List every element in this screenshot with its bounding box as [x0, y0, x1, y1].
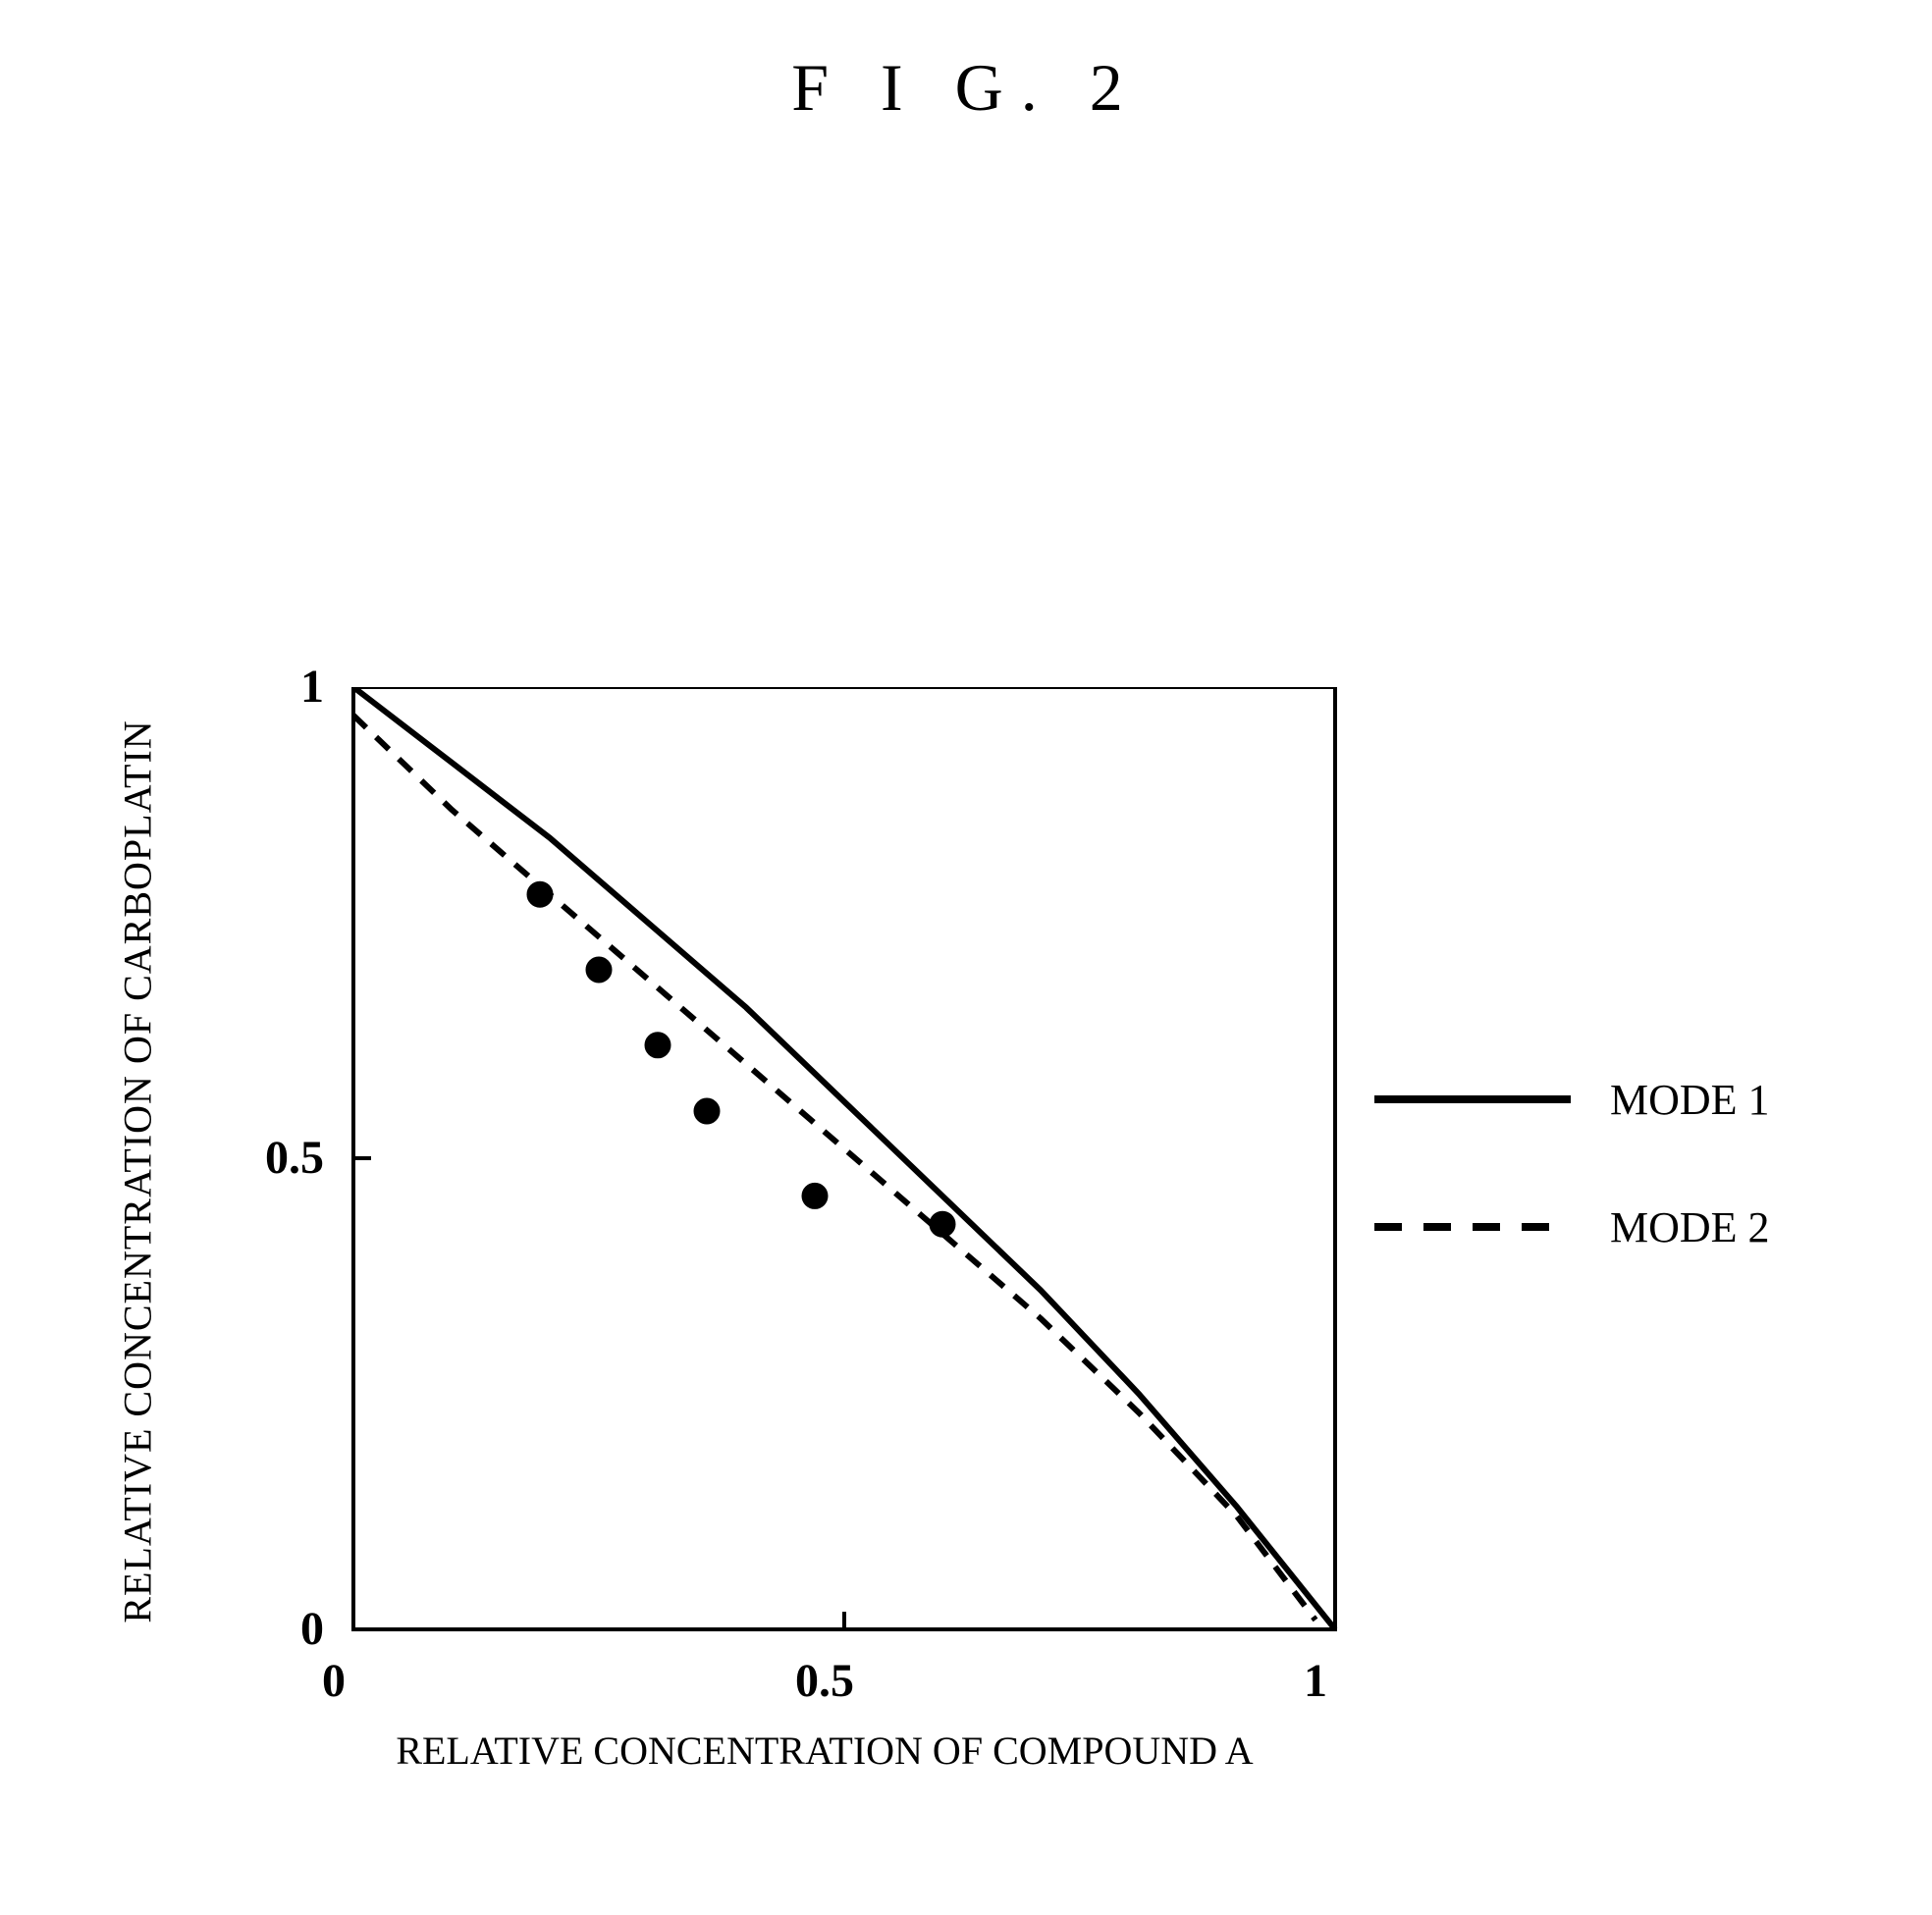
y-tick-label: 0.5 [177, 1131, 324, 1185]
y-tick-label: 1 [177, 660, 324, 714]
legend-item-mode2: MODE 2 [1374, 1197, 1865, 1256]
legend-item-mode1: MODE 1 [1374, 1070, 1865, 1129]
x-axis-label: RELATIVE CONCENTRATION OF COMPOUND A [334, 1728, 1315, 1774]
y-tick-label: 0 [177, 1602, 324, 1656]
chart-container: RELATIVE CONCENTRATION OF CARBOPLATIN 1 … [108, 687, 1826, 1786]
legend-swatch-mode1 [1374, 1070, 1571, 1129]
y-axis-label-wrap: RELATIVE CONCENTRATION OF CARBOPLATIN [108, 687, 167, 1669]
legend-label-mode1: MODE 1 [1610, 1075, 1770, 1125]
page: F I G. 2 RELATIVE CONCENTRATION OF CARBO… [0, 0, 1932, 1915]
y-axis-label: RELATIVE CONCENTRATION OF CARBOPLATIN [115, 681, 161, 1663]
legend-swatch-mode2 [1374, 1197, 1571, 1256]
figure-title: F I G. 2 [0, 49, 1932, 127]
plot-area [334, 687, 1355, 1669]
legend: MODE 1 MODE 2 [1374, 1070, 1865, 1325]
legend-label-mode2: MODE 2 [1610, 1202, 1770, 1252]
